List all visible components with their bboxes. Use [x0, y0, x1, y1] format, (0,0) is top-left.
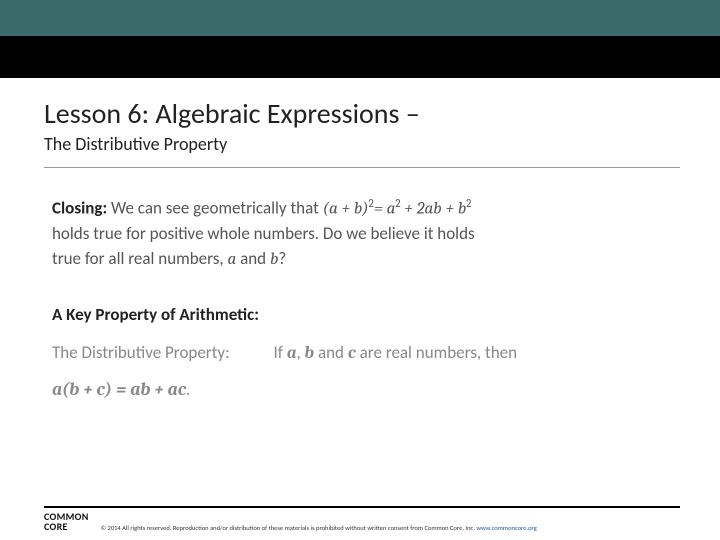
formula-period: . — [186, 379, 190, 400]
slide: Lesson 6: Algebraic Expressions – The Di… — [0, 0, 720, 540]
closing-line3: true for all real numbers, a and b? — [52, 247, 668, 273]
dist-label: The Distributive Property: — [52, 341, 230, 366]
if-text: If — [274, 342, 287, 363]
expr-eq: = a — [374, 200, 396, 219]
expr-plus: + 2ab + b — [401, 200, 467, 219]
closing-and: and — [236, 248, 270, 269]
var-c: c — [348, 344, 356, 363]
closing-block: Closing: We can see geometrically that (… — [52, 196, 668, 273]
top-bar — [0, 0, 720, 36]
expr-lhs: (a + b) — [323, 200, 369, 219]
expr-sup3: 2 — [466, 197, 471, 210]
closing-line2: holds true for positive whole numbers. D… — [52, 222, 668, 247]
distributive-line: The Distributive Property: If a, b and c… — [52, 341, 668, 367]
closing-q: ? — [278, 248, 286, 269]
comma1: , — [296, 342, 304, 363]
logo-line2: CORE — [44, 522, 89, 532]
content-area: Closing: We can see geometrically that (… — [0, 168, 720, 403]
and2: and — [314, 342, 348, 363]
tail: are real numbers, then — [356, 342, 517, 363]
copyright-body: © 2014 All rights reserved. Reproduction… — [101, 524, 477, 532]
closing-l3a: true for all real numbers, — [52, 248, 227, 269]
var-a: a — [227, 250, 236, 269]
footer: COMMON CORE © 2014 All rights reserved. … — [0, 506, 720, 540]
key-property-heading: A Key Property of Arithmetic: — [52, 303, 668, 328]
common-core-logo: COMMON CORE — [44, 512, 89, 532]
closing-label: Closing: — [52, 198, 107, 219]
var-a2: a — [287, 344, 297, 363]
var-b2: b — [305, 344, 315, 363]
black-strip — [0, 36, 720, 78]
lesson-subtitle: The Distributive Property — [44, 133, 680, 155]
lesson-title: Lesson 6: Algebraic Expressions – — [44, 96, 680, 131]
formula: a(b + c) = ab + ac — [52, 379, 186, 400]
copyright-text: © 2014 All rights reserved. Reproduction… — [101, 524, 680, 532]
title-block: Lesson 6: Algebraic Expressions – The Di… — [44, 78, 680, 168]
closing-text-1a: We can see geometrically that — [111, 198, 323, 219]
formula-line: a(b + c) = ab + ac. — [52, 377, 668, 403]
footer-rule — [44, 506, 680, 508]
copyright-link: www.commoncore.org — [476, 524, 536, 532]
